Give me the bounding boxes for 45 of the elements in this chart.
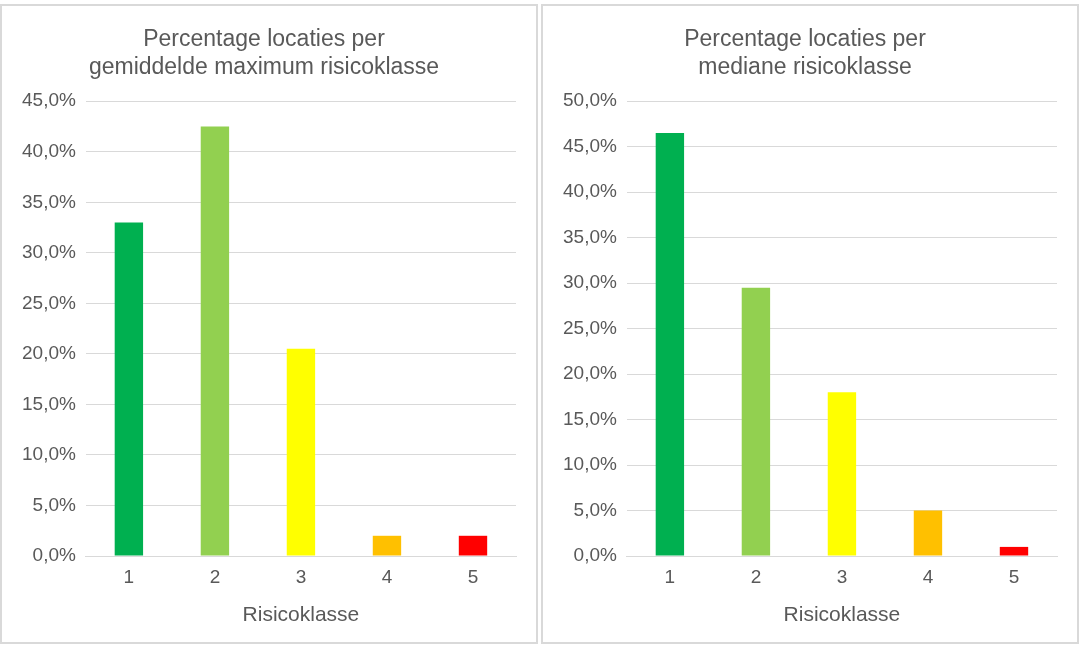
y-tick-label: 5,0% bbox=[32, 493, 76, 515]
chart-title: Percentage locaties per mediane risicoklasse bbox=[684, 25, 927, 79]
y-tick-label: 5,0% bbox=[573, 498, 617, 520]
y-tick-label: 25,0% bbox=[22, 291, 76, 313]
bar bbox=[741, 287, 771, 556]
x-tick-label: 3 bbox=[836, 565, 848, 587]
x-tick-label: 2 bbox=[209, 565, 221, 587]
y-tick-label: 35,0% bbox=[22, 190, 76, 212]
y-tick-label: 0,0% bbox=[32, 544, 76, 566]
bar bbox=[458, 535, 488, 556]
x-tick-label: 2 bbox=[750, 565, 762, 587]
y-tick-label: 45,0% bbox=[563, 134, 617, 156]
y-tick-label: 10,0% bbox=[563, 453, 617, 475]
y-tick-label: 20,0% bbox=[563, 362, 617, 384]
x-axis-title: Risicoklasse bbox=[242, 602, 360, 626]
bar bbox=[286, 348, 316, 556]
bar bbox=[913, 510, 943, 556]
y-tick-label: 30,0% bbox=[563, 271, 617, 293]
x-tick-label: 3 bbox=[295, 565, 307, 587]
y-tick-label: 25,0% bbox=[563, 316, 617, 338]
bar bbox=[655, 133, 685, 556]
x-tick-label: 4 bbox=[381, 565, 393, 587]
bar bbox=[999, 546, 1029, 556]
bar bbox=[200, 126, 230, 556]
x-tick-label: 1 bbox=[123, 565, 135, 587]
y-tick-label: 35,0% bbox=[563, 225, 617, 247]
y-tick-label: 15,0% bbox=[563, 407, 617, 429]
y-tick-label: 30,0% bbox=[22, 241, 76, 263]
x-tick-label: 4 bbox=[922, 565, 934, 587]
chart-title: Percentage locaties per gemiddelde maximum risicoklasse bbox=[88, 25, 440, 79]
y-tick-label: 45,0% bbox=[22, 89, 76, 111]
x-tick-label: 5 bbox=[1008, 565, 1020, 587]
bar bbox=[827, 392, 857, 556]
y-tick-label: 40,0% bbox=[563, 180, 617, 202]
y-tick-label: 15,0% bbox=[22, 392, 76, 414]
x-tick-label: 5 bbox=[467, 565, 479, 587]
y-tick-label: 0,0% bbox=[573, 544, 617, 566]
x-tick-label: 1 bbox=[664, 565, 676, 587]
y-tick-label: 20,0% bbox=[22, 342, 76, 364]
y-tick-label: 10,0% bbox=[22, 443, 76, 465]
x-axis-title: Risicoklasse bbox=[783, 602, 901, 626]
bar bbox=[114, 222, 144, 556]
bar bbox=[372, 535, 402, 556]
y-tick-label: 40,0% bbox=[22, 139, 76, 161]
y-tick-label: 50,0% bbox=[563, 89, 617, 111]
